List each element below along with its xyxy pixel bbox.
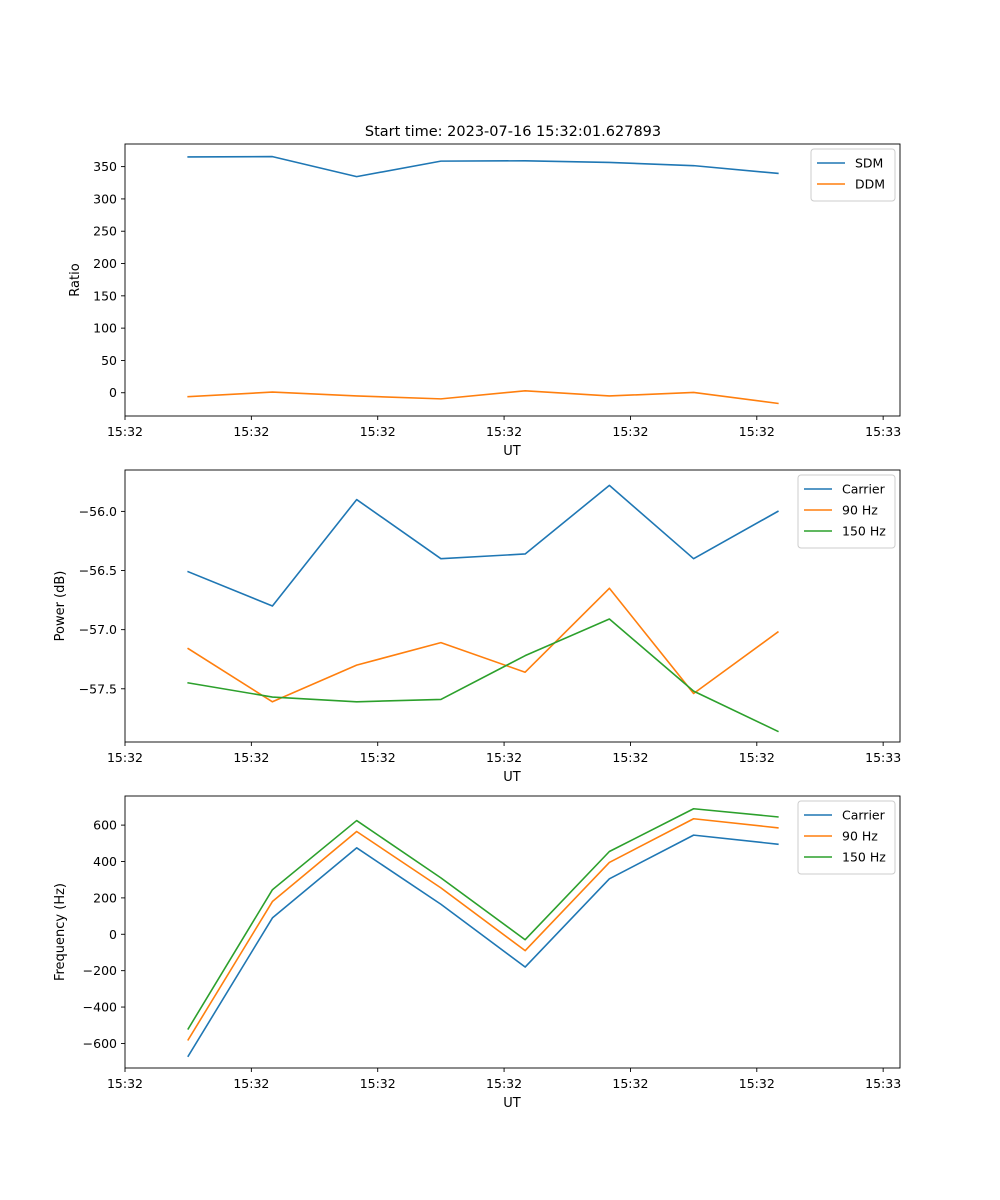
frequency-series-line-1 [187, 817, 779, 1041]
power-x-tick-label: 15:32 [486, 750, 522, 765]
power-y-tick-label: −56.0 [79, 504, 117, 519]
ratio-x-tick-label: 15:32 [486, 424, 522, 439]
ratio-axes-frame [124, 143, 901, 417]
ratio-y-tick-label: 50 [101, 353, 117, 368]
power-x-tick-label: 15:32 [612, 750, 648, 765]
power-axes-frame [124, 469, 901, 743]
ratio-y-tick-label: 300 [93, 191, 117, 206]
frequency-x-tick-label: 15:33 [865, 1076, 901, 1091]
power-x-tick-label: 15:32 [107, 750, 143, 765]
ratio-x-tick-label: 15:32 [233, 424, 269, 439]
ratio-y-tick-label: 350 [93, 159, 117, 174]
frequency-y-tick-label: 0 [109, 927, 117, 942]
frequency-legend-label-0: Carrier [842, 808, 886, 823]
figure-title: Start time: 2023-07-16 15:32:01.627893 [365, 124, 661, 140]
frequency-legend-box [797, 800, 896, 875]
power-series-line-1 [187, 587, 779, 703]
frequency-x-tick-label: 15:32 [612, 1076, 648, 1091]
power-y-axis-label: Power (dB) [53, 571, 68, 642]
power-x-tick-label: 15:32 [739, 750, 775, 765]
frequency-series-line-0 [187, 834, 779, 1058]
ratio-x-tick-label: 15:33 [865, 424, 901, 439]
power-x-tick-label: 15:32 [360, 750, 396, 765]
ratio-y-tick-label: 0 [109, 385, 117, 400]
power-y-tick-label: −56.5 [79, 563, 117, 578]
frequency-y-tick-label: 600 [93, 818, 117, 833]
ratio-x-tick-label: 15:32 [107, 424, 143, 439]
ratio-y-tick-label: 150 [93, 288, 117, 303]
ratio-x-tick-label: 15:32 [360, 424, 396, 439]
ratio-x-axis-label: UT [503, 444, 521, 459]
frequency-y-axis-label: Frequency (Hz) [53, 883, 68, 981]
ratio-chart: 0 50 100 150 200 250 300 350 15:32 15:32 15:32 15:3… [68, 143, 901, 459]
power-y-tick-label: −57.0 [79, 622, 117, 637]
frequency-y-tick-label: −600 [83, 1036, 117, 1051]
power-x-tick-label: 15:32 [233, 750, 269, 765]
power-legend-label-2: 150 Hz [842, 524, 886, 539]
frequency-x-axis-label: UT [503, 1096, 521, 1111]
ratio-series-line-1 [187, 389, 779, 405]
power-chart: −57.5 −57.0 −56.5 −56.0 15:32 15:32 15:32 15:32… [53, 469, 901, 785]
frequency-y-tick-label: −200 [83, 963, 117, 978]
ratio-legend-label-1: DDM [855, 177, 885, 192]
frequency-legend-label-1: 90 Hz [842, 829, 878, 844]
frequency-axes-frame [124, 795, 901, 1069]
frequency-chart: −600 −400 −200 0 200 400 600 15:32 15:32 15:32 15:… [53, 795, 901, 1111]
ratio-series-line-0 [187, 155, 779, 178]
frequency-y-tick-label: 400 [93, 854, 117, 869]
frequency-x-tick-label: 15:32 [360, 1076, 396, 1091]
power-y-tick-label: −57.5 [79, 681, 117, 696]
frequency-x-tick-label: 15:32 [233, 1076, 269, 1091]
ratio-y-tick-label: 200 [93, 256, 117, 271]
frequency-x-tick-label: 15:32 [107, 1076, 143, 1091]
ratio-legend-box [810, 148, 896, 202]
power-legend-label-1: 90 Hz [842, 503, 878, 518]
frequency-x-tick-label: 15:32 [486, 1076, 522, 1091]
ratio-x-tick-label: 15:32 [739, 424, 775, 439]
ratio-y-axis-label: Ratio [68, 263, 83, 296]
frequency-y-tick-label: 200 [93, 890, 117, 905]
power-legend-box [797, 474, 896, 549]
power-x-tick-label: 15:33 [865, 750, 901, 765]
frequency-x-tick-label: 15:32 [739, 1076, 775, 1091]
ratio-x-tick-label: 15:32 [612, 424, 648, 439]
ratio-y-tick-label: 250 [93, 224, 117, 239]
power-x-axis-label: UT [503, 770, 521, 785]
power-series-line-2 [187, 618, 779, 733]
ratio-y-tick-label: 100 [93, 321, 117, 336]
frequency-y-tick-label: −400 [83, 1000, 117, 1015]
power-legend-label-0: Carrier [842, 482, 886, 497]
power-series-line-0 [187, 484, 779, 607]
frequency-legend-label-2: 150 Hz [842, 850, 886, 865]
ratio-legend-label-0: SDM [855, 156, 883, 171]
frequency-series-line-2 [187, 807, 779, 1030]
